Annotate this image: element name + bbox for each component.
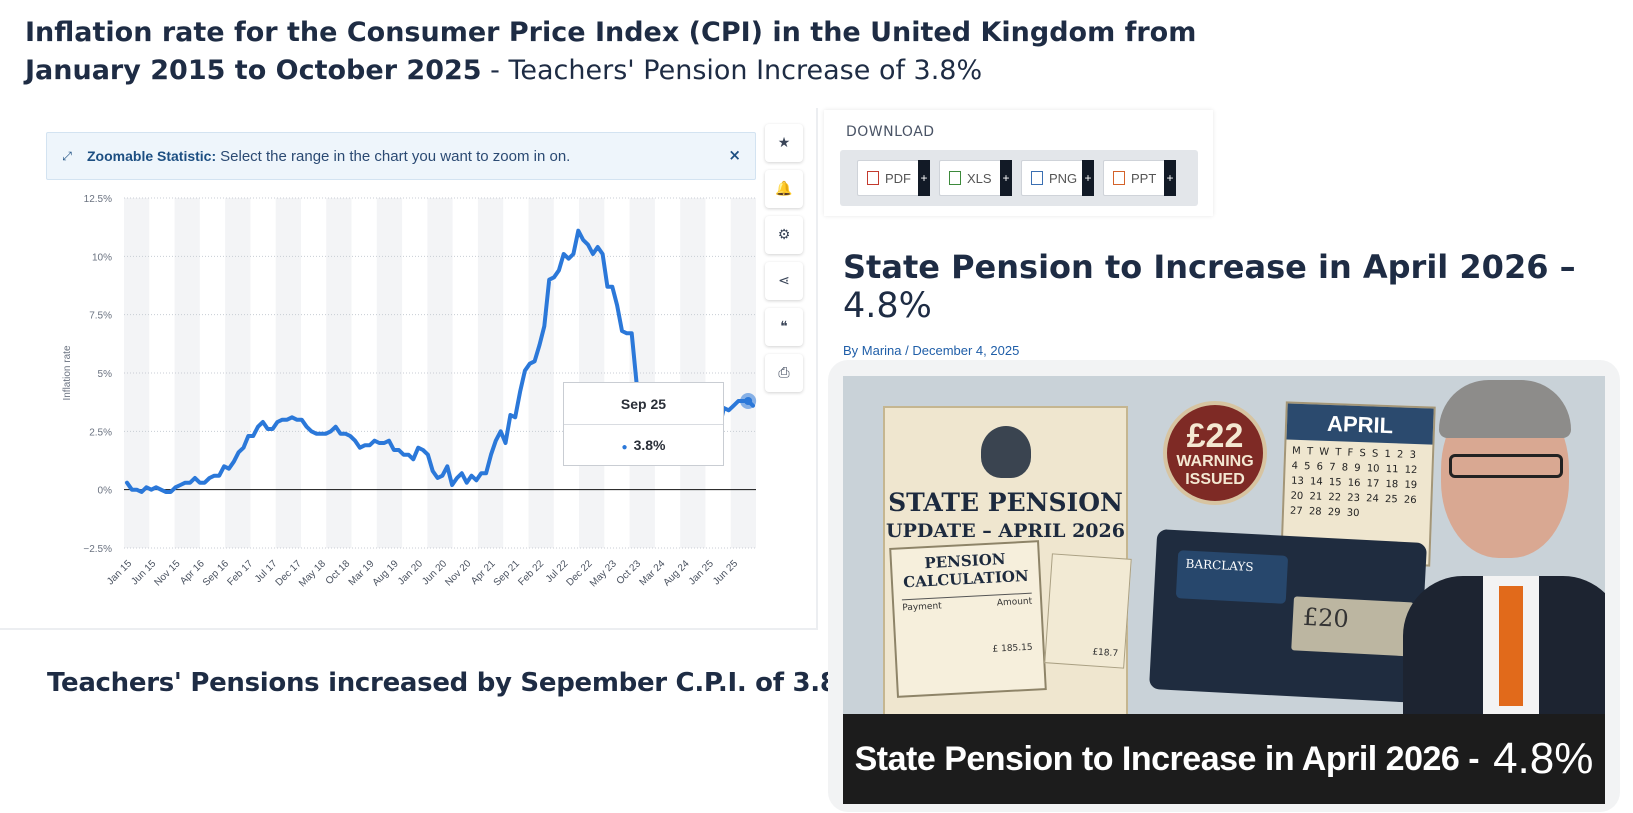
chart-panel: ⤢ Zoomable Statistic: Select the range i… (0, 108, 818, 630)
plus-icon[interactable]: + (918, 160, 930, 196)
chart-band (326, 198, 352, 548)
tooltip-value-row: ● 3.8% (564, 425, 723, 468)
plus-icon[interactable]: + (1082, 160, 1094, 196)
x-tick-label: May 18 (297, 558, 328, 589)
politician-photo (1403, 376, 1605, 726)
article-image[interactable]: STATE PENSION UPDATE – APRIL 2026 PENSIO… (843, 376, 1605, 804)
x-tick-label: Feb 17 (226, 558, 256, 588)
x-tick-label: Nov 20 (443, 558, 473, 588)
chart-band (376, 198, 403, 548)
x-tick-label: Aug 19 (371, 558, 401, 588)
download-ppt-button[interactable]: PPT + (1103, 160, 1176, 196)
series-dot-icon: ● (621, 442, 628, 453)
y-tick-label: 2.5% (89, 427, 112, 438)
download-panel: DOWNLOAD PDF + XLS + PNG + PPT + (824, 110, 1213, 216)
chart-band (629, 198, 655, 548)
x-tick-label: Jun 25 (711, 558, 740, 587)
tooltip-label: Sep 25 (564, 383, 723, 425)
bell-icon[interactable]: 🔔 (765, 170, 803, 208)
download-png-button[interactable]: PNG + (1021, 160, 1094, 196)
chart-band (225, 198, 251, 548)
print-icon[interactable]: ⎙ (765, 354, 803, 392)
page-title: Inflation rate for the Consumer Price In… (25, 14, 1225, 90)
teachers-note: Teachers' Pensions increased by Sepember… (47, 668, 864, 698)
title-main: Inflation rate for the Consumer Price In… (25, 17, 1197, 86)
download-pdf-button[interactable]: PDF + (857, 160, 930, 196)
data-point (744, 397, 753, 405)
x-tick-label: Sep 16 (201, 558, 231, 588)
article-title[interactable]: State Pension to Increase in April 2026 … (843, 248, 1576, 326)
x-tick-label: Jan 25 (687, 558, 716, 587)
receipt-slip: £18.7 (1044, 553, 1132, 669)
y-tick-label: 0% (98, 486, 113, 497)
gear-icon[interactable]: ⚙ (765, 216, 803, 254)
x-tick-label: Aug 24 (661, 558, 691, 588)
y-tick-label: 10% (92, 252, 112, 263)
article-byline[interactable]: By Marina / December 4, 2025 (843, 343, 1020, 358)
line-chart[interactable]: 12.5% 10% 7.5% 5% 2.5% 0% −2.5% Inflation rate J… (0, 108, 818, 628)
chart-band (680, 198, 706, 548)
image-banner: State Pension to Increase in April 2026 … (843, 714, 1605, 804)
bank-card: BARCLAYS (1175, 550, 1289, 604)
plus-icon[interactable]: + (1000, 160, 1012, 196)
chart-tooltip: Sep 25 ● 3.8% (563, 382, 724, 466)
y-tick-label: −2.5% (83, 544, 112, 555)
chart-band (275, 198, 301, 548)
wallet-icon: BARCLAYS £20 (1148, 529, 1428, 703)
zoom-notice-text: Select the range in the chart you want t… (220, 147, 571, 165)
royal-crest-icon (981, 426, 1031, 478)
star-icon[interactable]: ★ (765, 124, 803, 162)
x-tick-label: Jan 15 (105, 558, 134, 587)
x-tick-label: Nov 15 (152, 558, 182, 588)
close-icon[interactable]: × (728, 146, 741, 164)
pdf-file-icon (867, 171, 879, 185)
warning-badge: £22 WARNING ISSUED (1163, 401, 1267, 505)
xls-file-icon (949, 171, 961, 185)
x-tick-label: Jan 20 (396, 558, 425, 587)
banknote: £20 (1291, 596, 1414, 657)
pension-calculation-sheet: PENSION CALCULATION Payment Amount £ 185.… (889, 540, 1047, 698)
tooltip-value: 3.8% (633, 437, 666, 453)
y-tick-label: 5% (98, 369, 113, 380)
download-title: DOWNLOAD (846, 124, 935, 140)
quote-icon[interactable]: ❝ (765, 308, 803, 346)
share-icon[interactable]: ⋖ (765, 262, 803, 300)
ppt-file-icon (1113, 171, 1125, 185)
chart-band (730, 198, 756, 548)
y-tick-label: 12.5% (84, 194, 112, 205)
y-axis-label: Inflation rate (62, 345, 73, 400)
y-tick-label: 7.5% (89, 311, 112, 322)
download-xls-button[interactable]: XLS + (939, 160, 1012, 196)
zoom-notice: ⤢ Zoomable Statistic: Select the range i… (46, 132, 756, 180)
title-suffix: - Teachers' Pension Increase of 3.8% (481, 55, 983, 86)
plus-icon[interactable]: + (1164, 160, 1176, 196)
x-tick-label: Sep 21 (492, 558, 522, 588)
article-title-percent: 4.8% (843, 286, 932, 326)
x-tick-label: May 23 (588, 558, 619, 589)
zoom-notice-label: Zoomable Statistic: (87, 148, 217, 164)
chart-toolbar: ★ 🔔 ⚙ ⋖ ❝ ⎙ (765, 124, 805, 400)
download-buttons: PDF + XLS + PNG + PPT + (840, 150, 1198, 206)
png-file-icon (1031, 171, 1043, 185)
expand-icon: ⤢ (62, 148, 72, 163)
x-tick-label: Feb 22 (516, 558, 546, 588)
